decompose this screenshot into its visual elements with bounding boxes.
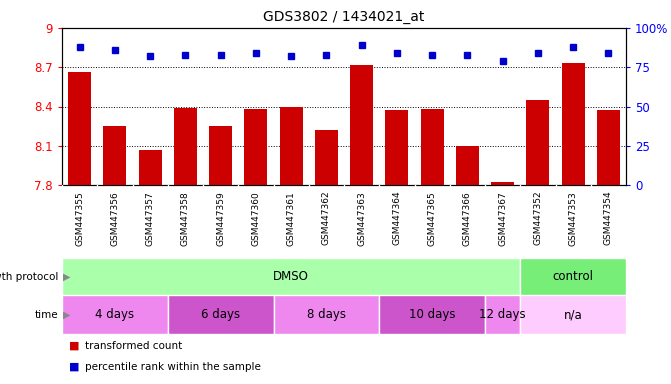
Text: GSM447359: GSM447359 <box>216 191 225 246</box>
Bar <box>421 109 444 185</box>
Bar <box>562 63 584 185</box>
Text: ■: ■ <box>68 362 79 372</box>
Text: growth protocol: growth protocol <box>0 271 58 281</box>
Text: time: time <box>35 310 58 319</box>
Bar <box>209 126 232 185</box>
Text: transformed count: transformed count <box>85 341 183 351</box>
Text: GSM447362: GSM447362 <box>322 191 331 245</box>
Text: ▶: ▶ <box>62 310 70 319</box>
Bar <box>491 182 514 185</box>
Text: GSM447358: GSM447358 <box>181 191 190 246</box>
Bar <box>280 106 303 185</box>
Text: GSM447356: GSM447356 <box>110 191 119 246</box>
Text: n/a: n/a <box>564 308 582 321</box>
Bar <box>274 295 379 334</box>
Text: 6 days: 6 days <box>201 308 240 321</box>
Bar <box>520 258 626 295</box>
Text: DMSO: DMSO <box>273 270 309 283</box>
Bar <box>456 146 479 185</box>
Text: GSM447354: GSM447354 <box>604 191 613 245</box>
Bar <box>520 295 626 334</box>
Title: GDS3802 / 1434021_at: GDS3802 / 1434021_at <box>263 10 425 24</box>
Bar <box>244 109 267 185</box>
Bar <box>350 65 373 185</box>
Bar <box>103 126 126 185</box>
Bar <box>168 295 274 334</box>
Text: percentile rank within the sample: percentile rank within the sample <box>85 362 262 372</box>
Text: 12 days: 12 days <box>479 308 526 321</box>
Text: GSM447367: GSM447367 <box>498 191 507 246</box>
Bar <box>68 73 91 185</box>
Text: GSM447365: GSM447365 <box>427 191 437 246</box>
Text: GSM447355: GSM447355 <box>75 191 84 246</box>
Bar <box>62 295 168 334</box>
Text: 10 days: 10 days <box>409 308 456 321</box>
Bar <box>379 295 485 334</box>
Text: GSM447353: GSM447353 <box>568 191 578 246</box>
Text: ▶: ▶ <box>62 271 70 281</box>
Bar <box>527 100 550 185</box>
Text: 4 days: 4 days <box>95 308 134 321</box>
Text: 8 days: 8 days <box>307 308 346 321</box>
Text: GSM447352: GSM447352 <box>533 191 542 245</box>
Bar <box>139 150 162 185</box>
Bar <box>485 295 520 334</box>
Text: ■: ■ <box>68 341 79 351</box>
Text: GSM447360: GSM447360 <box>252 191 260 246</box>
Text: GSM447357: GSM447357 <box>146 191 154 246</box>
Bar <box>174 108 197 185</box>
Bar <box>315 130 338 185</box>
Text: GSM447363: GSM447363 <box>357 191 366 246</box>
Bar <box>597 111 620 185</box>
Text: GSM447366: GSM447366 <box>463 191 472 246</box>
Bar <box>62 258 520 295</box>
Text: control: control <box>553 270 594 283</box>
Text: GSM447361: GSM447361 <box>287 191 296 246</box>
Bar <box>385 111 409 185</box>
Text: GSM447364: GSM447364 <box>393 191 401 245</box>
